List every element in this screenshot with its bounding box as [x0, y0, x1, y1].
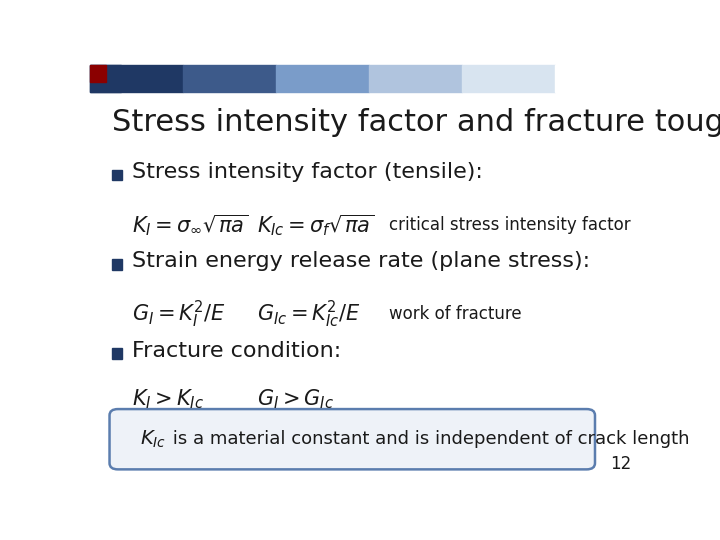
Bar: [90, 65, 121, 92]
Bar: [555, 65, 648, 92]
Text: $G_I > G_{Ic}$: $G_I > G_{Ic}$: [258, 388, 334, 411]
Text: 12: 12: [610, 455, 631, 473]
Bar: [369, 65, 462, 92]
Text: $G_{Ic} = K_{Ic}^{2}/E$: $G_{Ic} = K_{Ic}^{2}/E$: [258, 299, 361, 330]
Text: Strain energy release rate (plane stress):: Strain energy release rate (plane stress…: [132, 252, 590, 272]
Text: $K_I = \sigma_\infty \sqrt{\pi a}$: $K_I = \sigma_\infty \sqrt{\pi a}$: [132, 212, 248, 238]
Text: $G_I = K_I^{2}/E$: $G_I = K_I^{2}/E$: [132, 299, 226, 330]
Bar: [90, 65, 183, 92]
Text: Stress intensity factor (tensile):: Stress intensity factor (tensile):: [132, 162, 482, 182]
Text: work of fracture: work of fracture: [389, 305, 521, 323]
Text: Stress intensity factor and fracture toughness: Stress intensity factor and fracture tou…: [112, 109, 720, 138]
Bar: [276, 65, 369, 92]
FancyBboxPatch shape: [109, 409, 595, 469]
Bar: [112, 170, 122, 180]
Bar: [462, 65, 555, 92]
Text: Fracture condition:: Fracture condition:: [132, 341, 341, 361]
Text: is a material constant and is independent of crack length: is a material constant and is independen…: [167, 430, 690, 448]
Bar: [90, 65, 106, 82]
Text: critical stress intensity factor: critical stress intensity factor: [389, 216, 630, 234]
Text: $K_{Ic}$: $K_{Ic}$: [140, 428, 166, 450]
Bar: [112, 348, 122, 359]
Text: $K_I > K_{Ic}$: $K_I > K_{Ic}$: [132, 388, 204, 411]
Bar: [112, 259, 122, 270]
Text: $K_{Ic} = \sigma_f \sqrt{\pi a}$: $K_{Ic} = \sigma_f \sqrt{\pi a}$: [258, 212, 374, 238]
Bar: [183, 65, 276, 92]
